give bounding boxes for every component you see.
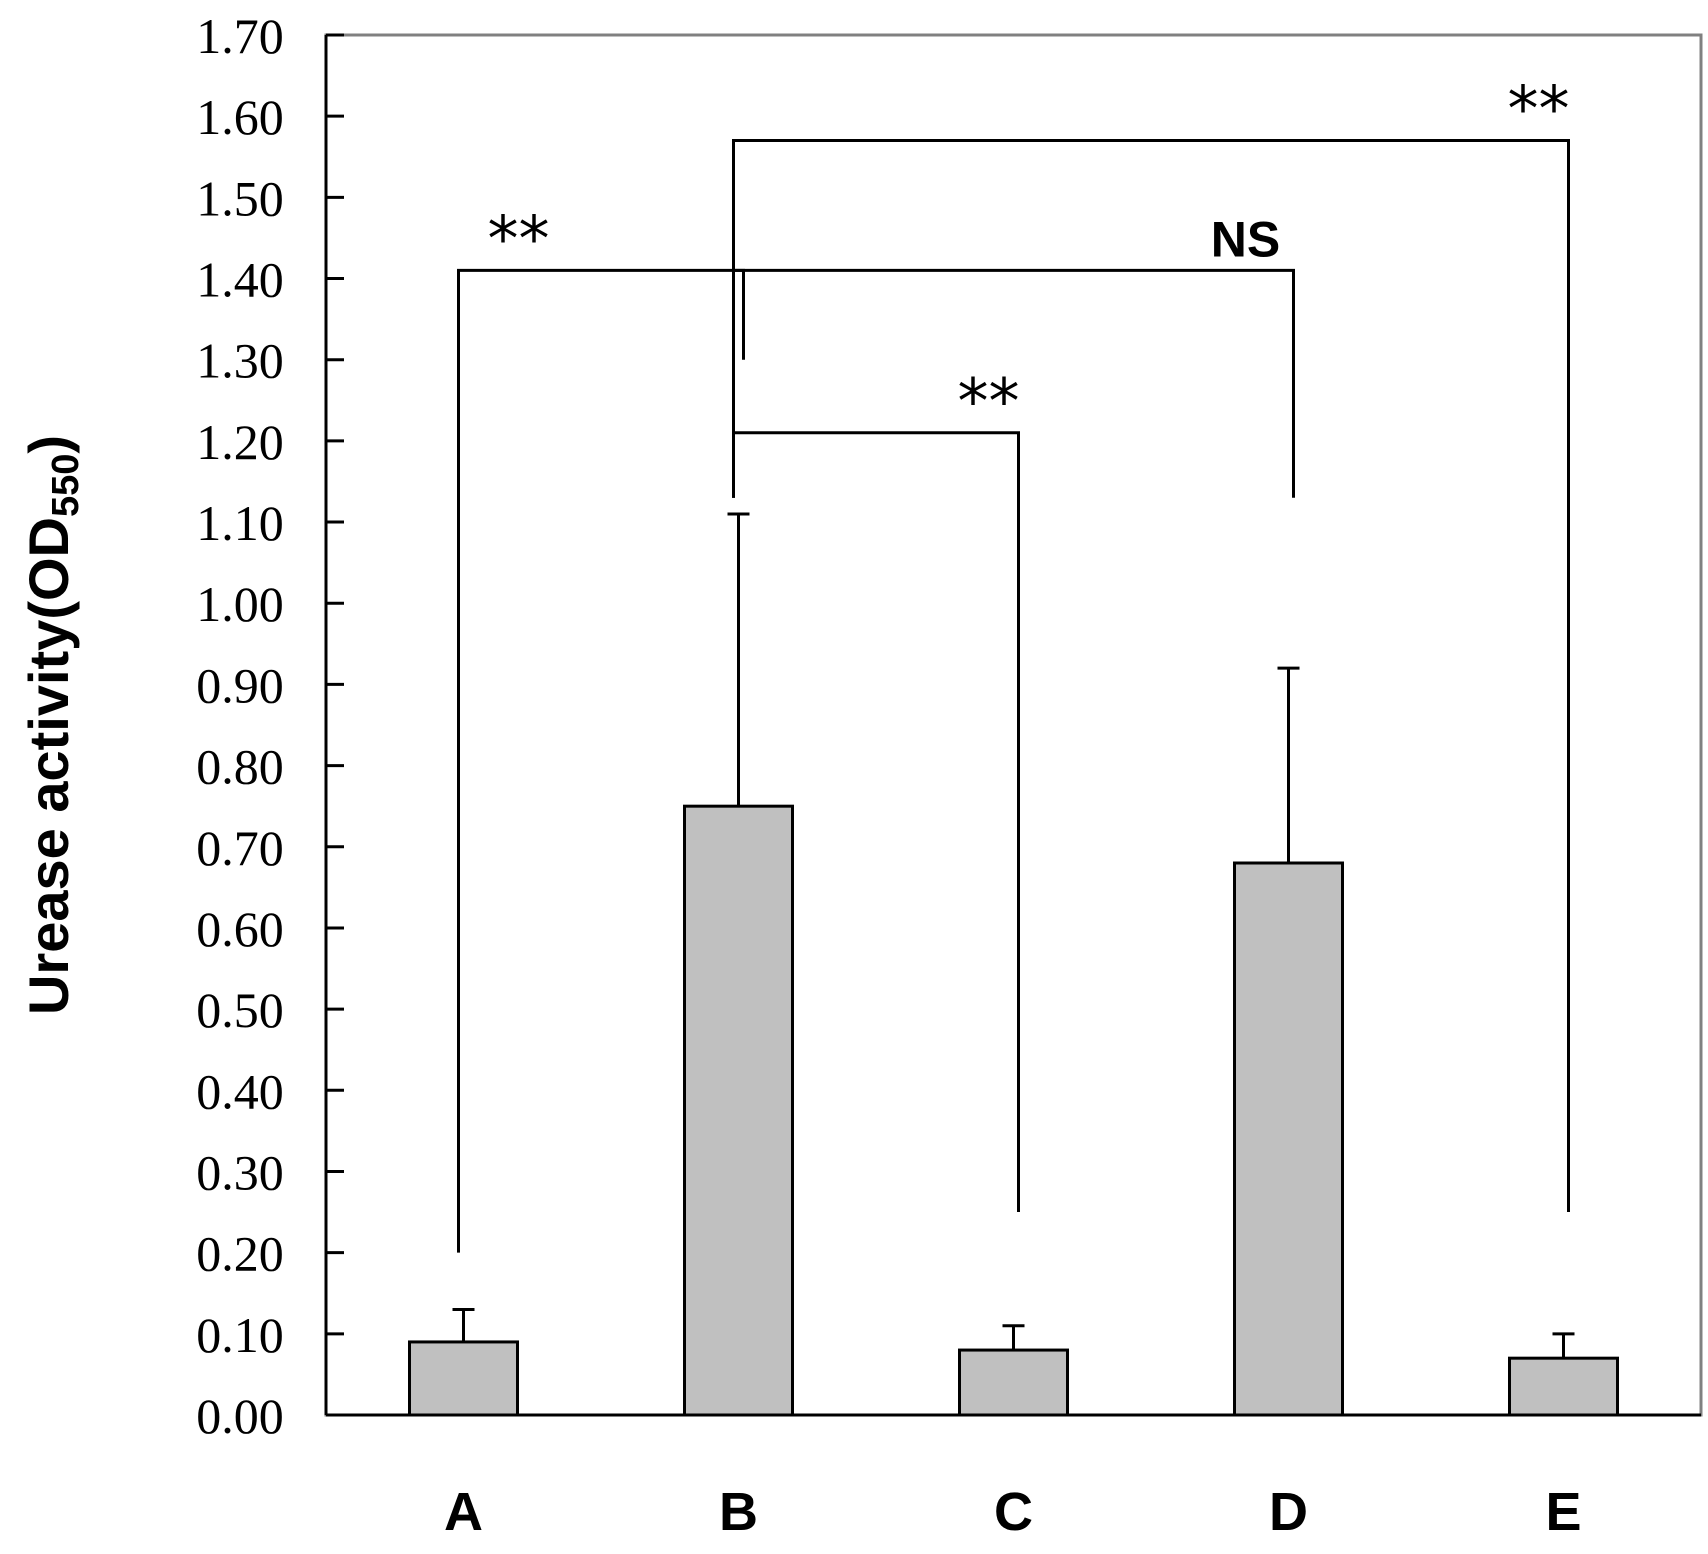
bar-B [683, 804, 794, 1417]
significance-label: ** [488, 202, 550, 275]
significance-label: NS [1211, 211, 1280, 267]
y-ticks: 0.00 0.10 0.20 0.30 0.40 0.50 0.60 0.70 0.80 0.90… [196, 8, 344, 1444]
significance-label: ** [958, 365, 1020, 438]
bar-D [1233, 861, 1344, 1417]
y-tick-label: 1.30 [196, 333, 284, 389]
category-label-E: E [1545, 1482, 1581, 1542]
y-tick-label: 1.50 [196, 170, 284, 226]
y-axis-label-main: Urease activity(OD [17, 517, 80, 1015]
y-tick-label: 0.30 [196, 1144, 284, 1200]
comparison-bracket-B-E [732, 139, 1570, 1213]
comparison-bracket-A-B [457, 268, 745, 1253]
y-axis-label: Urease activity(OD550) [17, 435, 87, 1015]
y-tick-label: 1.60 [196, 89, 284, 145]
y-tick-label: 1.10 [196, 495, 284, 551]
bar-E [1508, 1356, 1619, 1417]
y-tick-label: 0.00 [196, 1388, 284, 1444]
category-label-B: B [719, 1482, 758, 1542]
category-labels: A B C D E [444, 1482, 1582, 1542]
y-tick-label: 1.00 [196, 576, 284, 632]
category-label-D: D [1269, 1482, 1308, 1542]
significance-brackets: ** ** NS ** [457, 73, 1570, 1253]
significance-label: ** [1508, 73, 1570, 146]
y-tick-label: 0.20 [196, 1226, 284, 1282]
y-tick-label: 0.60 [196, 901, 284, 957]
category-label-C: C [994, 1482, 1033, 1542]
category-label-A: A [444, 1482, 483, 1542]
y-axis-label-close: ) [17, 435, 80, 454]
y-tick-label: 1.40 [196, 252, 284, 308]
bar-C [958, 1348, 1069, 1417]
y-tick-label: 0.80 [196, 739, 284, 795]
y-tick-label: 0.40 [196, 1063, 284, 1119]
bar-A [408, 1340, 519, 1417]
y-tick-label: 0.70 [196, 820, 284, 876]
y-tick-label: 0.10 [196, 1307, 284, 1363]
bars [408, 804, 1619, 1417]
y-axis-label-subscript: 550 [45, 454, 87, 517]
y-tick-label: 1.70 [196, 8, 284, 64]
y-tick-label: 0.50 [196, 982, 284, 1038]
error-bars [452, 512, 1575, 1359]
y-tick-label: 1.20 [196, 414, 284, 470]
y-tick-label: 0.90 [196, 657, 284, 713]
